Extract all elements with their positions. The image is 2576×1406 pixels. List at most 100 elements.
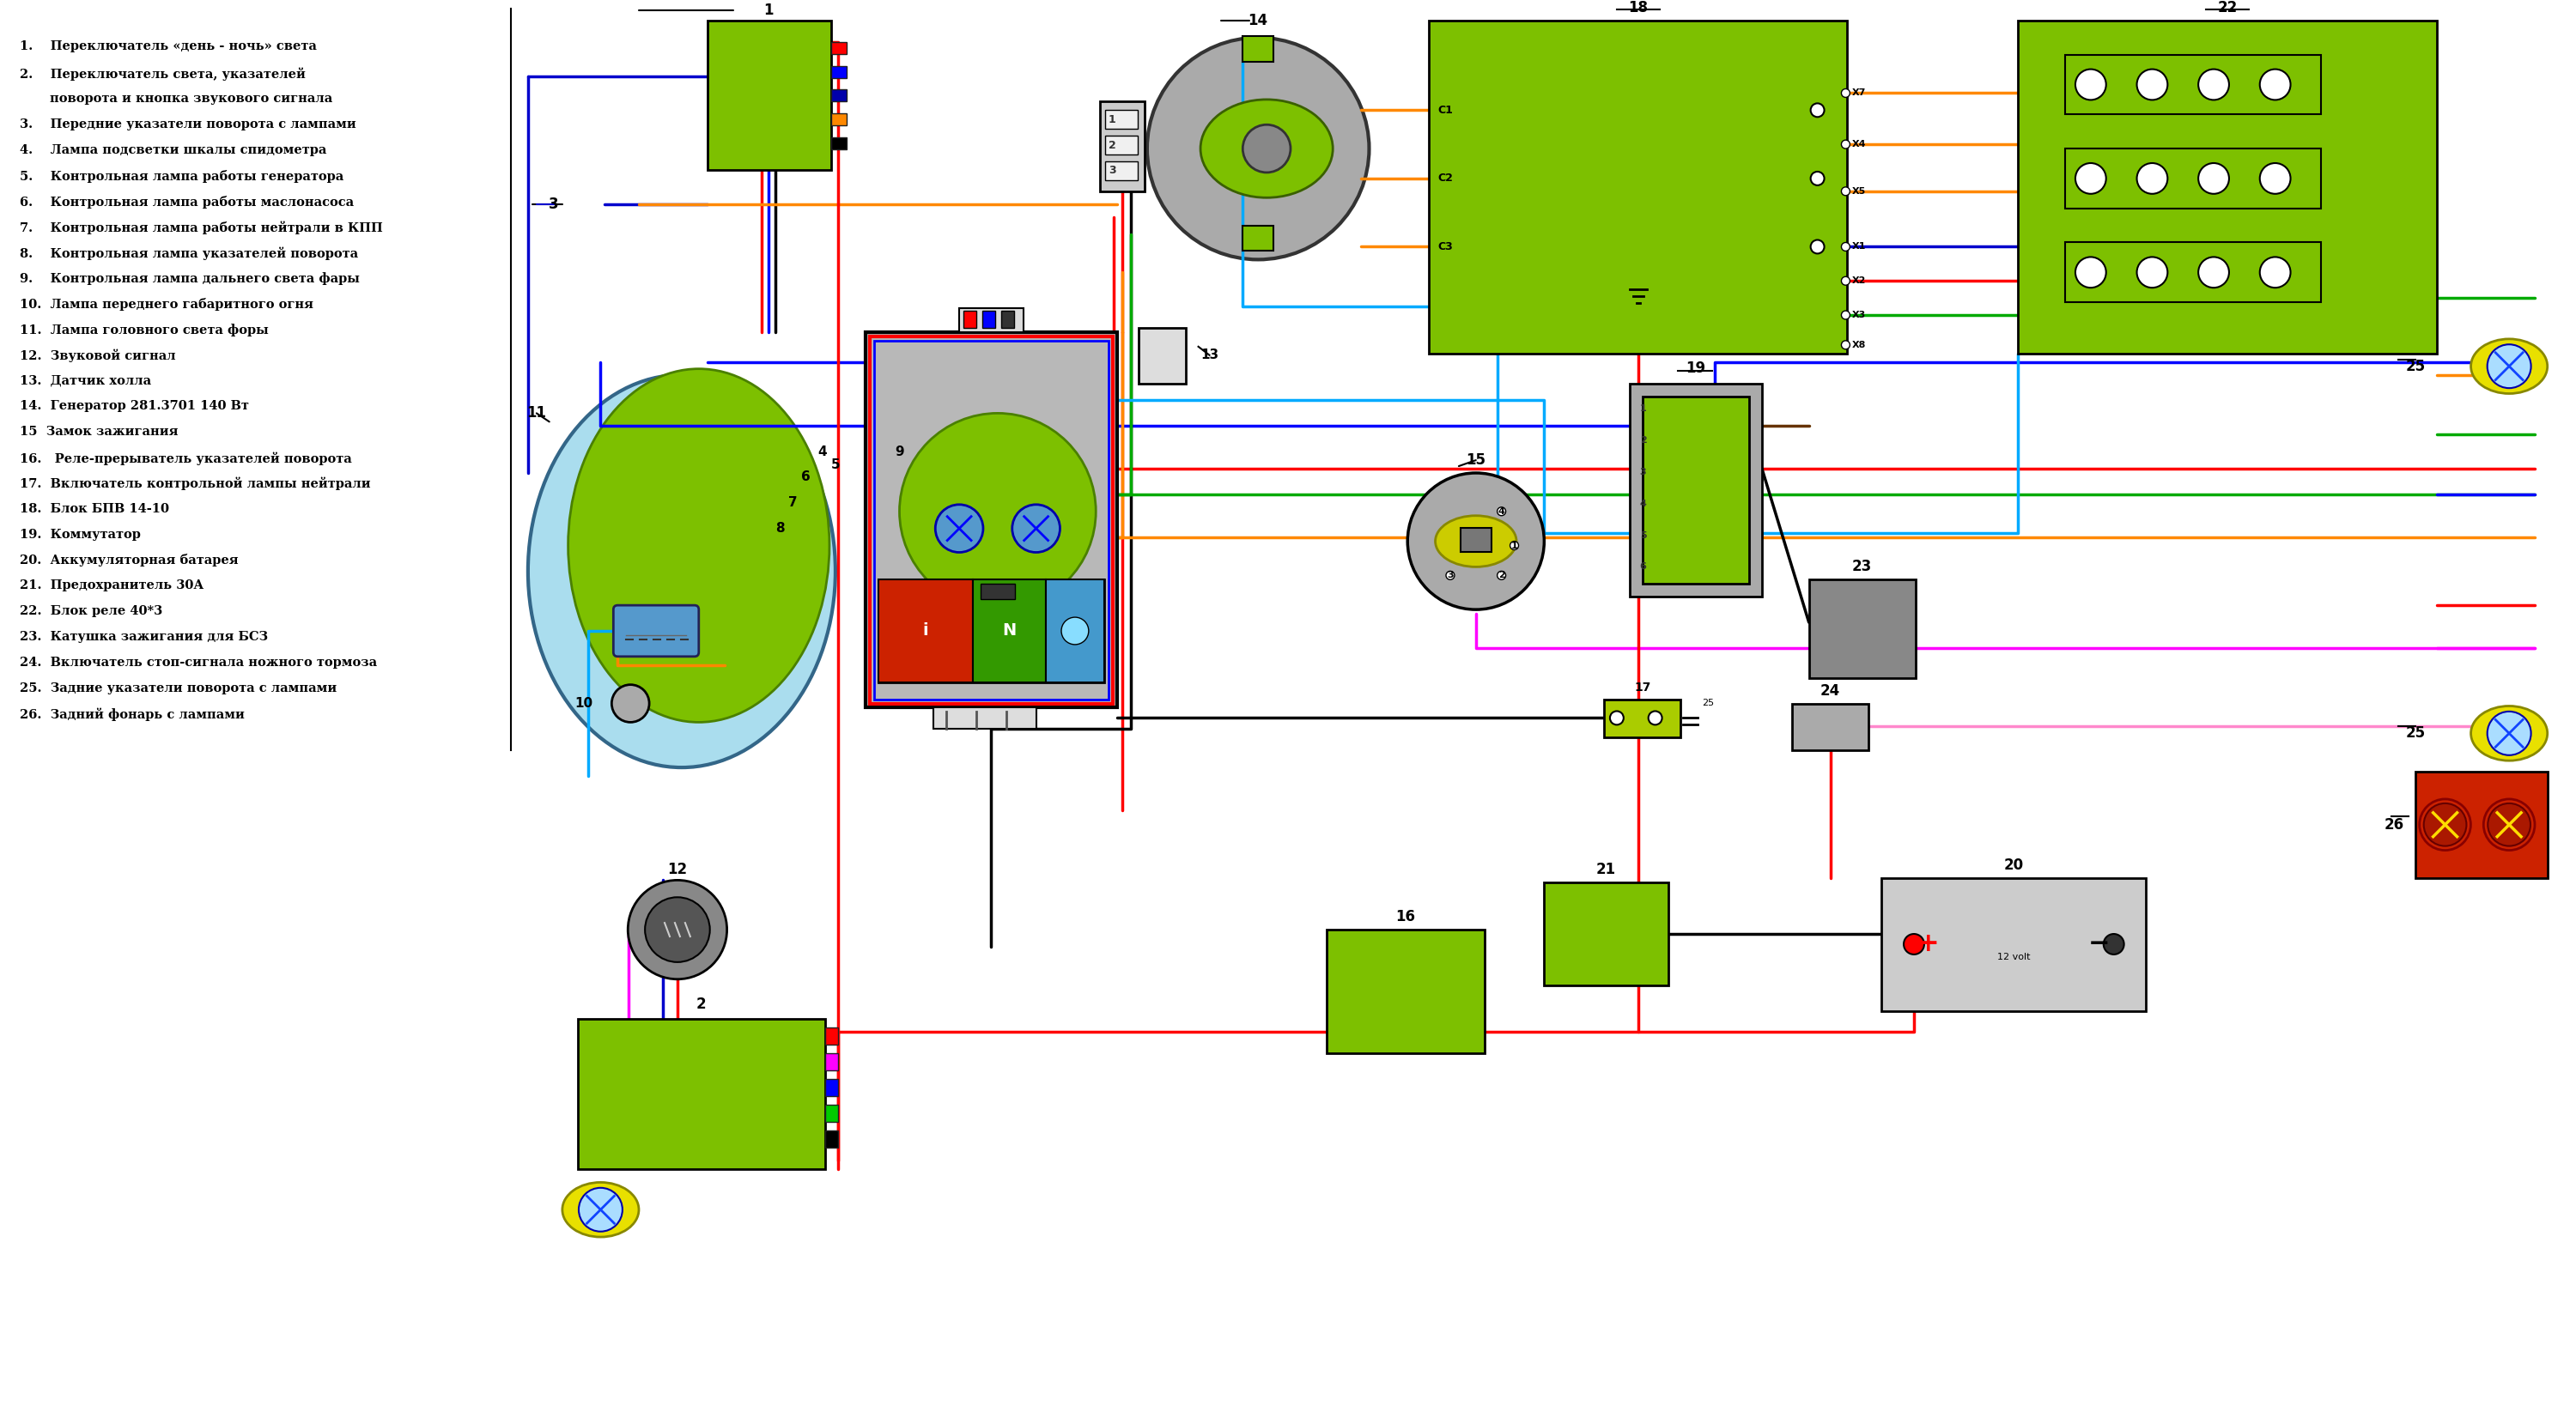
Text: 25: 25: [1703, 699, 1713, 707]
Circle shape: [1842, 89, 1850, 97]
Text: 4: 4: [819, 446, 827, 458]
Text: 4: 4: [1499, 508, 1504, 516]
Bar: [1105, 162, 1139, 180]
Bar: [824, 1028, 837, 1045]
Text: 10.  Лампа переднего габаритного огня: 10. Лампа переднего габаритного огня: [21, 298, 314, 311]
Circle shape: [1610, 711, 1623, 724]
Text: 1: 1: [1641, 405, 1646, 413]
Bar: [1430, 21, 1847, 353]
Circle shape: [1242, 125, 1291, 173]
Ellipse shape: [1435, 516, 1517, 567]
Text: 15: 15: [1466, 453, 1486, 468]
Text: 4: 4: [1641, 499, 1646, 508]
Text: 17: 17: [1633, 682, 1651, 693]
Bar: [824, 1053, 837, 1070]
Circle shape: [1842, 277, 1850, 285]
Circle shape: [1842, 242, 1850, 252]
Bar: [2066, 55, 2321, 114]
Text: 25.  Задние указатели поворота с лампами: 25. Задние указатели поворота с лампами: [21, 682, 337, 695]
Text: 9.    Контрольная лампа дальнего света фары: 9. Контрольная лампа дальнего света фары: [21, 273, 361, 285]
Circle shape: [1497, 508, 1507, 516]
Circle shape: [1811, 240, 1824, 253]
Text: C1: C1: [1437, 104, 1453, 115]
Text: 12: 12: [667, 862, 688, 877]
Text: i: i: [922, 623, 927, 640]
Text: 25: 25: [2406, 725, 2424, 741]
Circle shape: [2419, 799, 2470, 851]
Bar: [1105, 110, 1139, 129]
Text: 2: 2: [696, 997, 706, 1012]
Circle shape: [1811, 172, 1824, 186]
Text: 23: 23: [1852, 560, 1873, 575]
Text: 1: 1: [765, 3, 773, 18]
Text: 23.  Катушка зажигания для БСЗ: 23. Катушка зажигания для БСЗ: [21, 631, 268, 643]
Circle shape: [1842, 187, 1850, 195]
Text: 26.  Задний фонарь с лампами: 26. Задний фонарь с лампами: [21, 707, 245, 721]
Text: 19.  Коммутатор: 19. Коммутатор: [21, 529, 142, 540]
Bar: [974, 579, 1046, 682]
Circle shape: [1649, 711, 1662, 724]
Text: 20: 20: [2004, 858, 2025, 873]
Text: 14: 14: [1249, 13, 1267, 28]
Ellipse shape: [528, 375, 835, 768]
Text: 9: 9: [894, 446, 904, 458]
Circle shape: [2259, 257, 2290, 288]
Text: +: +: [1917, 932, 1940, 956]
Bar: [1327, 929, 1484, 1053]
Circle shape: [2197, 69, 2228, 100]
Bar: [1880, 879, 2146, 1011]
Text: 10: 10: [574, 697, 592, 710]
Text: 1.    Переключатель «день - ночь» света: 1. Переключатель «день - ночь» света: [21, 41, 317, 52]
Bar: [824, 1130, 837, 1147]
Circle shape: [2488, 803, 2530, 846]
Ellipse shape: [2470, 339, 2548, 394]
Circle shape: [2197, 257, 2228, 288]
Circle shape: [2105, 934, 2125, 955]
Bar: [832, 42, 848, 53]
Text: 8.    Контрольная лампа указателей поворота: 8. Контрольная лампа указателей поворота: [21, 246, 358, 260]
Bar: [1808, 579, 1917, 678]
Text: X5: X5: [1852, 187, 1865, 195]
Text: 18.  Блок БПВ 14-10: 18. Блок БПВ 14-10: [21, 503, 170, 515]
Text: 1: 1: [1108, 114, 1115, 125]
Bar: [1046, 579, 1105, 682]
Text: 2: 2: [1108, 139, 1115, 150]
Circle shape: [2076, 163, 2107, 194]
Text: 3: 3: [1641, 468, 1646, 477]
Circle shape: [1061, 617, 1090, 644]
Text: 16: 16: [1396, 910, 1414, 925]
Text: 20.  Аккумуляторная батарея: 20. Аккумуляторная батарея: [21, 554, 240, 567]
Text: 13.  Датчик холла: 13. Датчик холла: [21, 375, 152, 387]
Text: 16.   Реле-прерыватель указателей поворота: 16. Реле-прерыватель указателей поворота: [21, 451, 353, 465]
Text: X1: X1: [1852, 242, 1865, 252]
Ellipse shape: [1200, 100, 1332, 198]
Text: 17.  Включатель контрольной лампы нейтрали: 17. Включатель контрольной лампы нейтрал…: [21, 477, 371, 491]
Text: 8: 8: [775, 522, 786, 534]
Bar: [832, 114, 848, 125]
Text: 2: 2: [1641, 436, 1646, 444]
Text: X8: X8: [1852, 340, 1865, 349]
Text: 21.  Предохранитель 30А: 21. Предохранитель 30А: [21, 579, 204, 592]
Bar: [1242, 37, 1273, 62]
Circle shape: [580, 1188, 623, 1232]
Bar: [832, 66, 848, 77]
Bar: [1105, 136, 1139, 155]
Bar: [824, 1078, 837, 1097]
Circle shape: [2259, 163, 2290, 194]
Bar: [878, 579, 1105, 682]
Bar: [1631, 384, 1762, 596]
Bar: [2017, 21, 2437, 353]
Bar: [933, 707, 1036, 730]
Bar: [708, 21, 832, 170]
Circle shape: [935, 505, 984, 553]
Circle shape: [2424, 803, 2465, 846]
Text: 3: 3: [1108, 165, 1115, 176]
Text: 5: 5: [1641, 531, 1646, 540]
Text: 2: 2: [1499, 571, 1504, 579]
Text: 3: 3: [1448, 571, 1453, 579]
Bar: [878, 579, 974, 682]
Text: 13: 13: [1200, 349, 1218, 361]
Text: 14.  Генератор 281.3701 140 Вт: 14. Генератор 281.3701 140 Вт: [21, 401, 250, 412]
Text: X7: X7: [1852, 89, 1865, 97]
Text: X4: X4: [1852, 141, 1865, 149]
